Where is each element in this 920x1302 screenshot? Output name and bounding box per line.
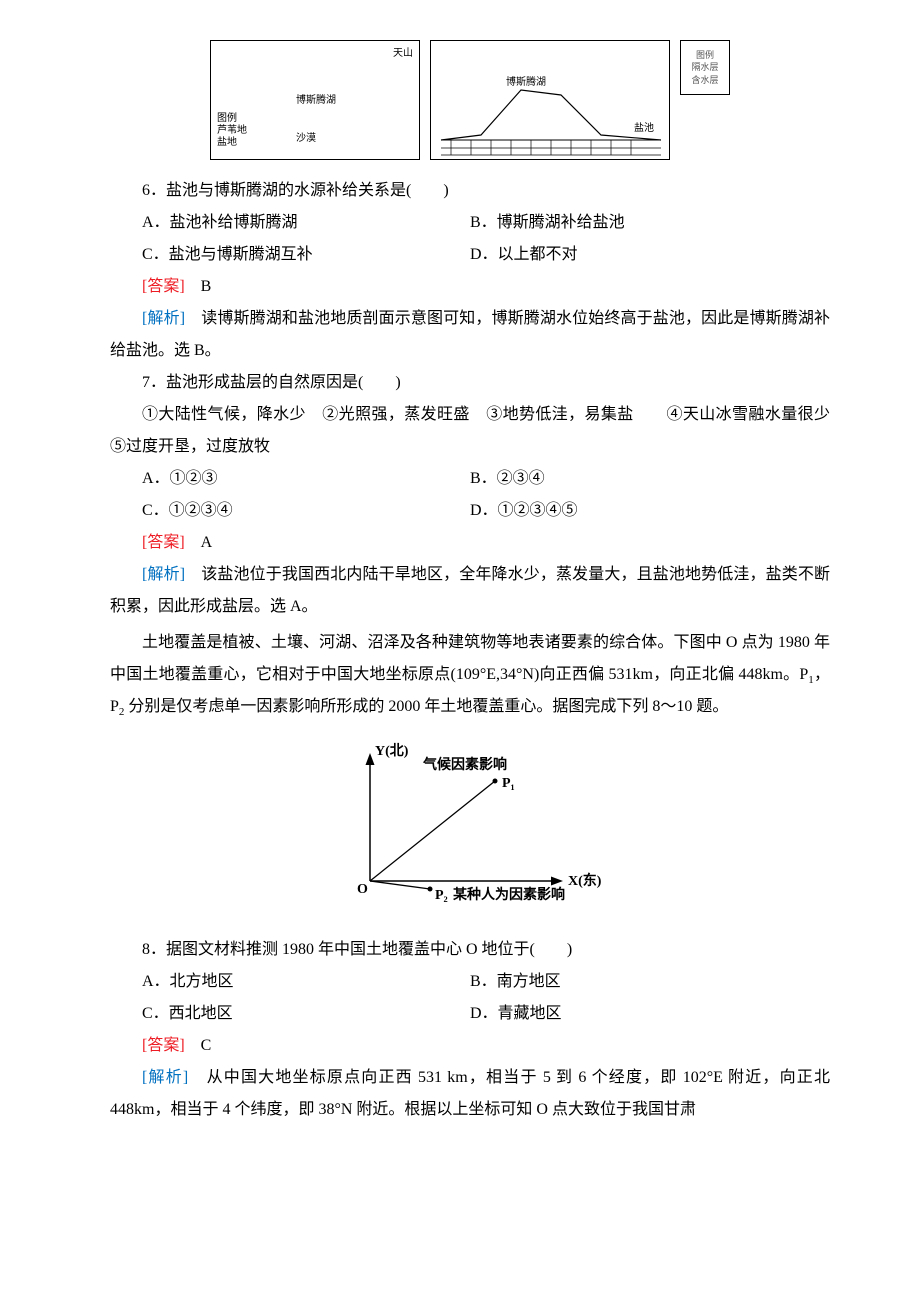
q7-conds: ①大陆性气候，降水少 ②光照强，蒸发旺盛 ③地势低洼，易集盐 ④天山冰雪融水量很… [110,399,830,463]
chart-ylabel: Y(北) [375,743,409,759]
q8-row2: C．西北地区 D．青藏地区 [110,998,830,1030]
q7-row2: C．①②③④ D．①②③④⑤ [110,495,830,527]
chart-container: Y(北) X(东) O 气候因素影响 P₁ P₂ 某种人为因素影响 [110,741,830,916]
q6-exp: 读博斯腾湖和盐池地质剖面示意图可知，博斯腾湖水位始终高于盐池，因此是博斯腾湖补给… [110,310,830,359]
map-diagram: 天山 博斯腾湖 沙漠 图例 芦苇地 盐地 [210,40,420,160]
legend-item-1: 含水层 [691,74,718,87]
q8-optD: D．青藏地区 [470,998,830,1030]
q6-optC: C．盐池与博斯腾湖互补 [110,239,470,271]
q6-optA: A．盐池补给博斯腾湖 [110,207,470,239]
profile-salt-label: 盐池 [634,119,654,139]
q6-exp-label: [解析] [142,310,185,327]
q8-optB: B．南方地区 [470,966,830,998]
profile-diagram: 博斯腾湖 盐池 [430,40,670,160]
q7-explain: [解析] 该盐池位于我国西北内陆干旱地区，全年降水少，蒸发量大，且盐池地势低洼，… [110,559,830,623]
q7-optB: B．②③④ [470,463,830,495]
q8-stem: 8．据图文材料推测 1980 年中国土地覆盖中心 O 地位于( ) [110,934,830,966]
q6-ans-label: [答案] [142,278,185,295]
q6-ans: B [185,278,212,295]
q8-ans-label: [答案] [142,1037,185,1054]
q7-exp: 该盐池位于我国西北内陆干旱地区，全年降水少，蒸发量大，且盐池地势低洼，盐类不断积… [110,566,830,615]
q6-explain: [解析] 读博斯腾湖和盐池地质剖面示意图可知，博斯腾湖水位始终高于盐池，因此是博… [110,303,830,367]
coordinate-chart: Y(北) X(东) O 气候因素影响 P₁ P₂ 某种人为因素影响 [320,741,620,916]
passage-8-10: 土地覆盖是植被、土壤、河湖、沼泽及各种建筑物等地表诸要素的综合体。下图中 O 点… [110,627,830,723]
chart-human-label: 某种人为因素影响 [453,886,565,903]
profile-svg [431,40,669,160]
q7-row1: A．①②③ B．②③④ [110,463,830,495]
q7-exp-label: [解析] [142,566,185,583]
p8-t3: 分别是仅考虑单一因素影响所形成的 2000 年土地覆盖重心。据图完成下列 8～1… [124,698,728,715]
q6-answer: [答案] B [110,271,830,303]
chart-p2: P₂ [435,888,448,903]
q8-optC: C．西北地区 [110,998,470,1030]
q6-row2: C．盐池与博斯腾湖互补 D．以上都不对 [110,239,830,271]
label-tianshan: 天山 [393,44,413,64]
q8-explain: [解析] 从中国大地坐标原点向正西 531 km，相当于 5 到 6 个经度，即… [110,1062,830,1126]
q6-row1: A．盐池补给博斯腾湖 B．博斯腾湖补给盐池 [110,207,830,239]
q6-optD: D．以上都不对 [470,239,830,271]
chart-climate-label: 气候因素影响 [422,756,507,773]
q6-optB: B．博斯腾湖补给盐池 [470,207,830,239]
q7-stem: 7．盐池形成盐层的自然原因是( ) [110,367,830,399]
chart-origin: O [357,882,368,897]
q8-ans: C [185,1037,212,1054]
q8-optA: A．北方地区 [110,966,470,998]
q7-ans: A [185,534,213,551]
label-desert: 沙漠 [296,129,316,149]
q7-optD: D．①②③④⑤ [470,495,830,527]
q6-stem: 6．盐池与博斯腾湖的水源补给关系是( ) [110,175,830,207]
q8-exp: 从中国大地坐标原点向正西 531 km，相当于 5 到 6 个经度，即 102°… [110,1069,830,1118]
q7-answer: [答案] A [110,527,830,559]
p8-t1: 土地覆盖是植被、土壤、河湖、沼泽及各种建筑物等地表诸要素的综合体。下图中 O 点… [110,634,830,683]
q7-optA: A．①②③ [110,463,470,495]
profile-lake-label: 博斯腾湖 [506,73,546,93]
q7-optC: C．①②③④ [110,495,470,527]
q8-row1: A．北方地区 B．南方地区 [110,966,830,998]
q7-ans-label: [答案] [142,534,185,551]
legend-item-0: 隔水层 [691,61,718,74]
figure1: 天山 博斯腾湖 沙漠 图例 芦苇地 盐地 博斯腾湖 盐池 图例 隔水层 含水层 [110,40,830,160]
q8-answer: [答案] C [110,1030,830,1062]
chart-p1: P₁ [502,776,515,791]
q8-exp-label: [解析] [142,1069,188,1086]
legend-box: 图例 隔水层 含水层 [680,40,730,95]
label-salt: 盐地 [217,133,237,153]
label-lake: 博斯腾湖 [296,91,336,111]
legend-title: 图例 [691,49,718,62]
chart-xlabel: X(东) [568,872,602,889]
